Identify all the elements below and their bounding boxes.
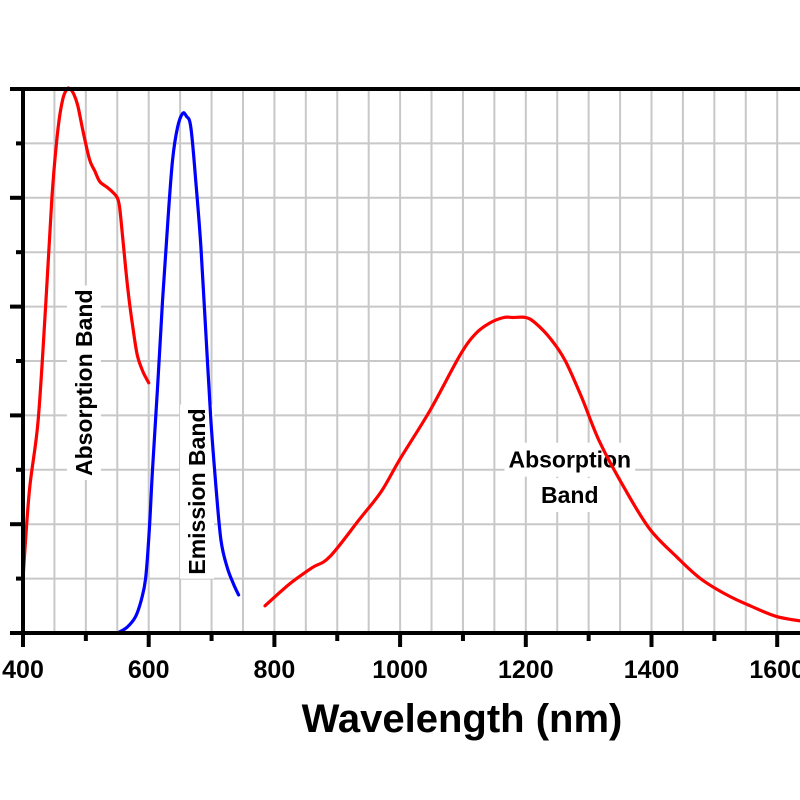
annotation-absorption-nir-line2: Band [541, 482, 599, 508]
x-tick-label: 400 [2, 656, 44, 684]
annotations: Absorption Band Emission Band Absorption… [66, 285, 636, 579]
grid-lines [23, 89, 800, 633]
annotation-background [66, 285, 101, 481]
annotation-absorption-nir-line1: Absorption [508, 447, 631, 473]
x-tick-label: 1600 [749, 656, 800, 684]
x-tick-label: 1200 [498, 656, 554, 684]
x-tick-label: 1400 [624, 656, 680, 684]
annotation-emission-band: Emission Band [184, 408, 210, 574]
annotation-absorption-band-visible: Absorption Band [71, 289, 97, 476]
x-tick-label: 600 [128, 656, 170, 684]
x-tick-label: 800 [254, 656, 296, 684]
annotation-background [180, 404, 215, 579]
annotation-background [537, 478, 603, 513]
series-line-absorption-nir [263, 315, 800, 623]
series-line-emission [115, 111, 241, 635]
x-tick-label: 1000 [372, 656, 428, 684]
series-lines [21, 86, 800, 635]
series-line-absorption-visible [21, 86, 151, 581]
axes [10, 87, 800, 647]
x-axis-title: Wavelength (nm) [302, 697, 623, 741]
x-tick-labels: 400 600 800 1000 1200 1400 1600 [2, 656, 800, 684]
